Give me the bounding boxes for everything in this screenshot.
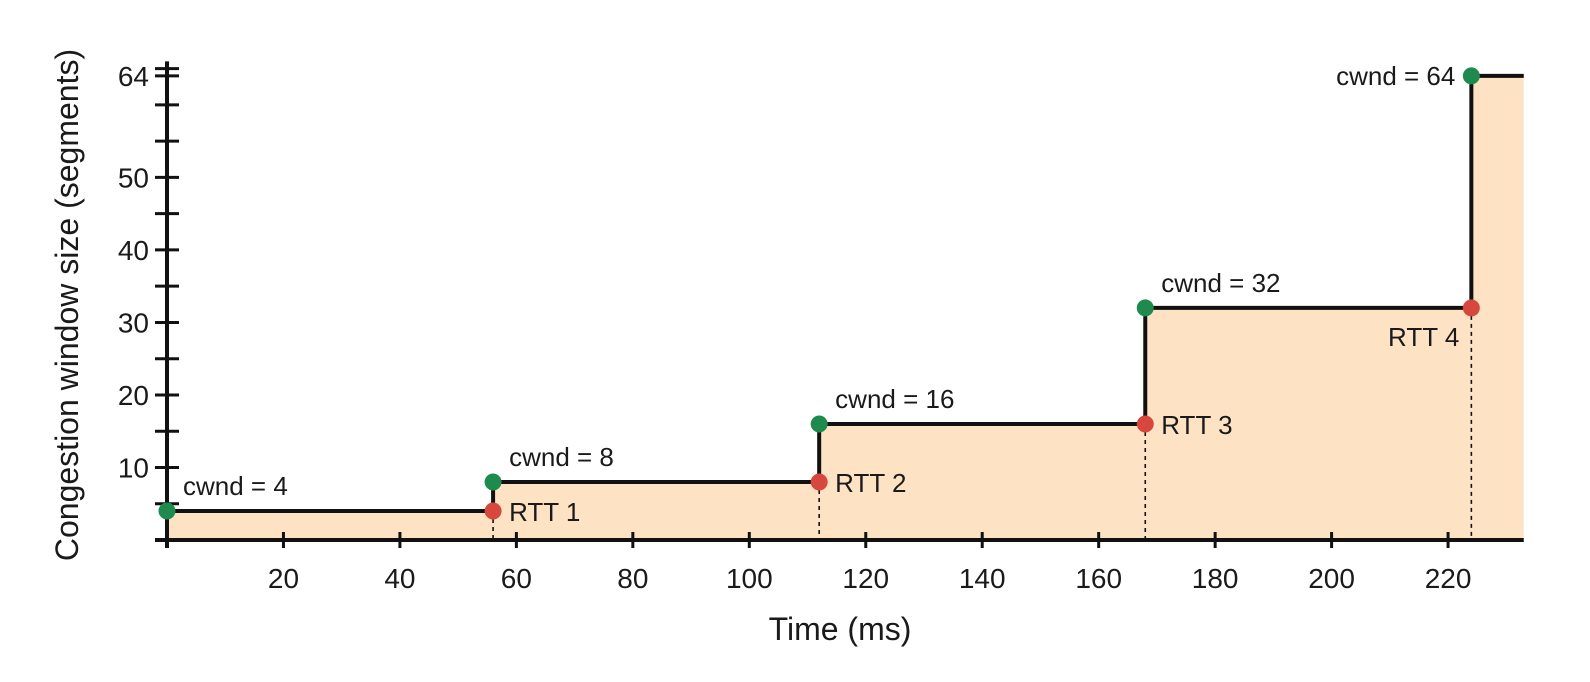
rtt-label-3: RTT 3 [1161,410,1232,440]
x-tick-label: 160 [1075,563,1122,594]
x-tick-label: 180 [1192,563,1239,594]
step-line-layer [167,73,1524,513]
x-axis-title: Time (ms) [769,611,912,647]
x-tick-label: 220 [1425,563,1472,594]
x-tick-label: 40 [384,563,415,594]
x-tick-label: 100 [726,563,773,594]
rtt-label-1: RTT 1 [509,497,580,527]
rtt-marker-2 [810,473,828,491]
tick-labels: 10 20 30 40 50 64 20 40 60 80 100 120 140 160 180 200 22… [118,61,1472,594]
x-tick-label: 60 [501,563,532,594]
y-axis-title: Congestion window size (segments) [49,49,85,561]
y-tick-label: 50 [118,162,149,193]
rtt-marker-4 [1462,299,1480,317]
x-tick-label: 140 [959,563,1006,594]
annotations: RTT 1 RTT 2 RTT 3 RTT 4 cwnd = 4 cwnd = 8 cwnd… [183,61,1459,527]
y-tick-label: 40 [118,235,149,266]
cwnd-marker-3 [810,415,828,433]
rtt-marker-3 [1136,415,1154,433]
rtt-label-2: RTT 2 [835,468,906,498]
rtt-label-4: RTT 4 [1388,322,1459,352]
x-tick-label: 80 [617,563,648,594]
cwnd-marker-1 [158,502,176,520]
rtt-guide-layer [492,307,1473,540]
rtt-marker-1 [484,502,502,520]
y-tick-label: 10 [118,452,149,483]
cwnd-label-1: cwnd = 4 [183,471,288,501]
area-fill-layer [167,75,1524,540]
y-tick-label: 20 [118,380,149,411]
step-line [167,73,1524,513]
x-tick-label: 200 [1308,563,1355,594]
cwnd-label-3: cwnd = 16 [835,384,954,414]
x-tick-label: 120 [842,563,889,594]
cwnd-marker-4 [1136,299,1154,317]
axes [155,61,1524,548]
cwnd-marker-5 [1462,67,1480,85]
y-tick-label: 64 [118,61,149,92]
cwnd-label-5: cwnd = 64 [1336,61,1455,91]
markers [158,67,1480,520]
cwnd-label-4: cwnd = 32 [1161,268,1280,298]
cwnd-marker-2 [484,473,502,491]
y-tick-label: 30 [118,307,149,338]
x-tick-label: 20 [268,563,299,594]
area-fill [167,75,1524,540]
cwnd-label-2: cwnd = 8 [509,442,614,472]
